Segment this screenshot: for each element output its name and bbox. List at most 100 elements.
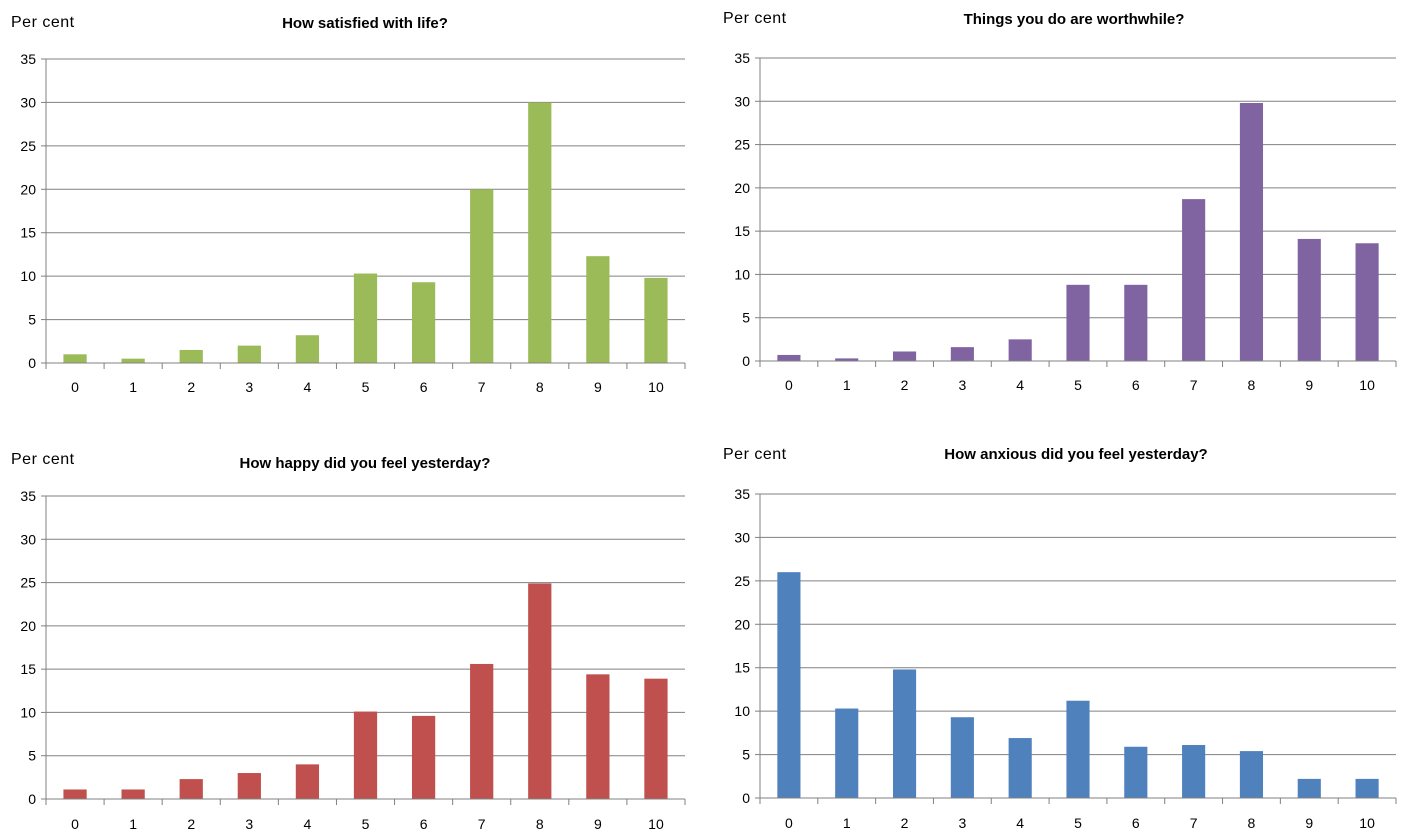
x-tick-label: 3 xyxy=(958,815,966,831)
y-tick-label: 35 xyxy=(734,486,750,502)
y-tick-label: 15 xyxy=(734,223,750,239)
y-tick-label: 10 xyxy=(734,703,750,719)
bar-2 xyxy=(892,669,917,798)
x-tick-label: 5 xyxy=(362,379,370,395)
x-tick-label: 8 xyxy=(1248,377,1256,393)
bar-8 xyxy=(1239,751,1264,798)
bar-5 xyxy=(1066,284,1090,361)
y-tick-label: 25 xyxy=(734,137,750,153)
y-tick-label: 30 xyxy=(734,93,750,109)
y-tick-label: 5 xyxy=(742,747,750,763)
y-tick-label: 15 xyxy=(20,661,36,677)
x-tick-label: 8 xyxy=(536,816,544,832)
x-tick-label: 7 xyxy=(1190,377,1198,393)
y-tick-label: 0 xyxy=(742,353,750,369)
bar-3 xyxy=(237,345,261,363)
x-tick-label: 8 xyxy=(536,379,544,395)
bar-2 xyxy=(179,779,203,799)
x-tick-label: 9 xyxy=(594,816,602,832)
y-tick-label: 25 xyxy=(734,573,750,589)
y-tick-label: 0 xyxy=(742,790,750,806)
bar-chart: 0 5 10 15 20 25 30 35 0 1 2 3 4 5 6 7 8 9 10 xyxy=(20,488,686,832)
y-axis-label: Per cent xyxy=(723,446,787,463)
chart-panel-worthwhile: Per cent Things you do are worthwhile? 0… xyxy=(702,0,1403,416)
x-tick-label: 10 xyxy=(1359,815,1375,831)
x-tick-label: 1 xyxy=(843,815,851,831)
bar-chart: 0 5 10 15 20 25 30 35 0 1 2 3 4 5 6 7 8 9 10 xyxy=(20,51,686,395)
bar-0 xyxy=(63,789,87,799)
y-tick-label: 10 xyxy=(734,266,750,282)
bar-9 xyxy=(1297,778,1321,798)
x-tick-label: 1 xyxy=(129,379,137,395)
x-tick-label: 2 xyxy=(901,815,909,831)
x-tick-label: 5 xyxy=(362,816,370,832)
x-tick-label: 9 xyxy=(594,379,602,395)
bar-5 xyxy=(353,711,378,799)
y-tick-label: 35 xyxy=(734,50,750,66)
y-tick-label: 30 xyxy=(734,529,750,545)
x-tick-label: 10 xyxy=(1359,377,1375,393)
x-tick-label: 7 xyxy=(478,379,486,395)
y-tick-label: 30 xyxy=(20,94,36,110)
x-tick-label: 9 xyxy=(1305,815,1313,831)
x-tick-label: 0 xyxy=(785,815,793,831)
y-tick-label: 5 xyxy=(28,312,36,328)
chart-title: Things you do are worthwhile? xyxy=(963,11,1185,28)
x-tick-label: 4 xyxy=(304,379,312,395)
chart-panel-life-satisfaction: Per cent How satisfied with life? 0 5 10 15… xyxy=(0,0,701,416)
y-tick-label: 20 xyxy=(20,181,36,197)
y-tick-label: 10 xyxy=(20,704,36,720)
bar-3 xyxy=(950,347,974,361)
y-tick-label: 35 xyxy=(20,488,36,504)
x-tick-label: 5 xyxy=(1074,377,1082,393)
bar-4 xyxy=(295,335,320,363)
y-tick-label: 10 xyxy=(20,268,36,284)
y-tick-label: 15 xyxy=(20,225,36,241)
x-tick-label: 0 xyxy=(785,377,793,393)
bar-10 xyxy=(1355,243,1379,361)
y-tick-label: 15 xyxy=(734,660,750,676)
bar-2 xyxy=(892,351,917,361)
y-tick-label: 0 xyxy=(28,791,36,807)
y-tick-label: 25 xyxy=(20,138,36,154)
x-tick-label: 4 xyxy=(1016,815,1024,831)
bar-7 xyxy=(1182,199,1206,361)
bar-5 xyxy=(1066,700,1090,798)
y-tick-label: 25 xyxy=(20,575,36,591)
y-tick-label: 20 xyxy=(734,180,750,196)
x-tick-label: 6 xyxy=(1132,815,1140,831)
bar-8 xyxy=(528,583,552,799)
bar-2 xyxy=(179,349,203,363)
bar-3 xyxy=(237,773,261,799)
bar-4 xyxy=(1008,339,1032,361)
bar-6 xyxy=(1124,284,1148,361)
bar-1 xyxy=(121,789,145,799)
bar-10 xyxy=(1355,778,1379,798)
y-tick-label: 5 xyxy=(742,310,750,326)
x-tick-label: 4 xyxy=(304,816,312,832)
x-tick-label: 2 xyxy=(187,379,195,395)
bar-1 xyxy=(835,708,859,798)
x-tick-label: 4 xyxy=(1016,377,1024,393)
bar-6 xyxy=(411,715,436,799)
x-tick-label: 9 xyxy=(1305,377,1313,393)
bar-9 xyxy=(586,256,610,363)
chart-title: How satisfied with life? xyxy=(282,15,448,32)
x-tick-label: 10 xyxy=(648,379,664,395)
y-tick-label: 30 xyxy=(20,531,36,547)
x-tick-label: 1 xyxy=(129,816,137,832)
chart-panel-anxiety: Per cent How anxious did you feel yester… xyxy=(702,417,1403,833)
bar-10 xyxy=(644,277,668,363)
bar-6 xyxy=(411,282,436,363)
bar-chart: 0 5 10 15 20 25 30 35 0 1 2 3 4 5 6 7 8 9 10 xyxy=(734,50,1397,393)
bar-9 xyxy=(1297,238,1321,361)
bar-8 xyxy=(1239,103,1264,361)
bar-5 xyxy=(353,273,378,363)
x-tick-label: 1 xyxy=(843,377,851,393)
x-tick-label: 6 xyxy=(1132,377,1140,393)
bar-0 xyxy=(63,354,87,363)
bar-9 xyxy=(586,674,610,799)
y-tick-label: 20 xyxy=(734,616,750,632)
x-tick-label: 3 xyxy=(958,377,966,393)
bar-4 xyxy=(295,764,320,799)
